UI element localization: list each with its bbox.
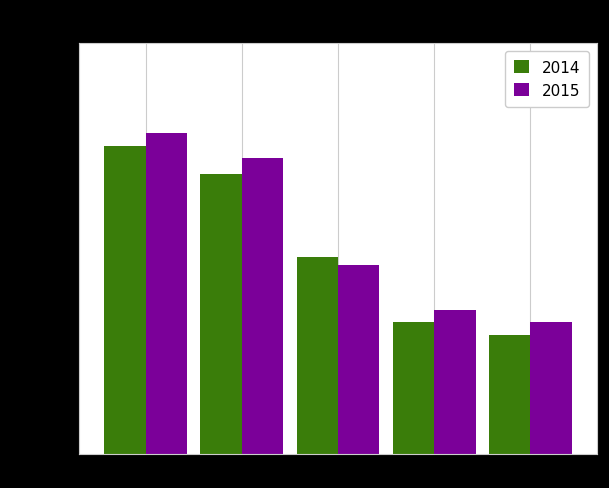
- Bar: [146, 134, 187, 454]
- Bar: [104, 146, 146, 454]
- Bar: [242, 159, 283, 454]
- Bar: [530, 323, 572, 454]
- Bar: [200, 175, 242, 454]
- Legend: 2014, 2015: 2014, 2015: [505, 52, 589, 107]
- Bar: [489, 335, 530, 454]
- Bar: [393, 323, 434, 454]
- Bar: [338, 265, 379, 454]
- Bar: [434, 310, 476, 454]
- Bar: [297, 257, 338, 454]
